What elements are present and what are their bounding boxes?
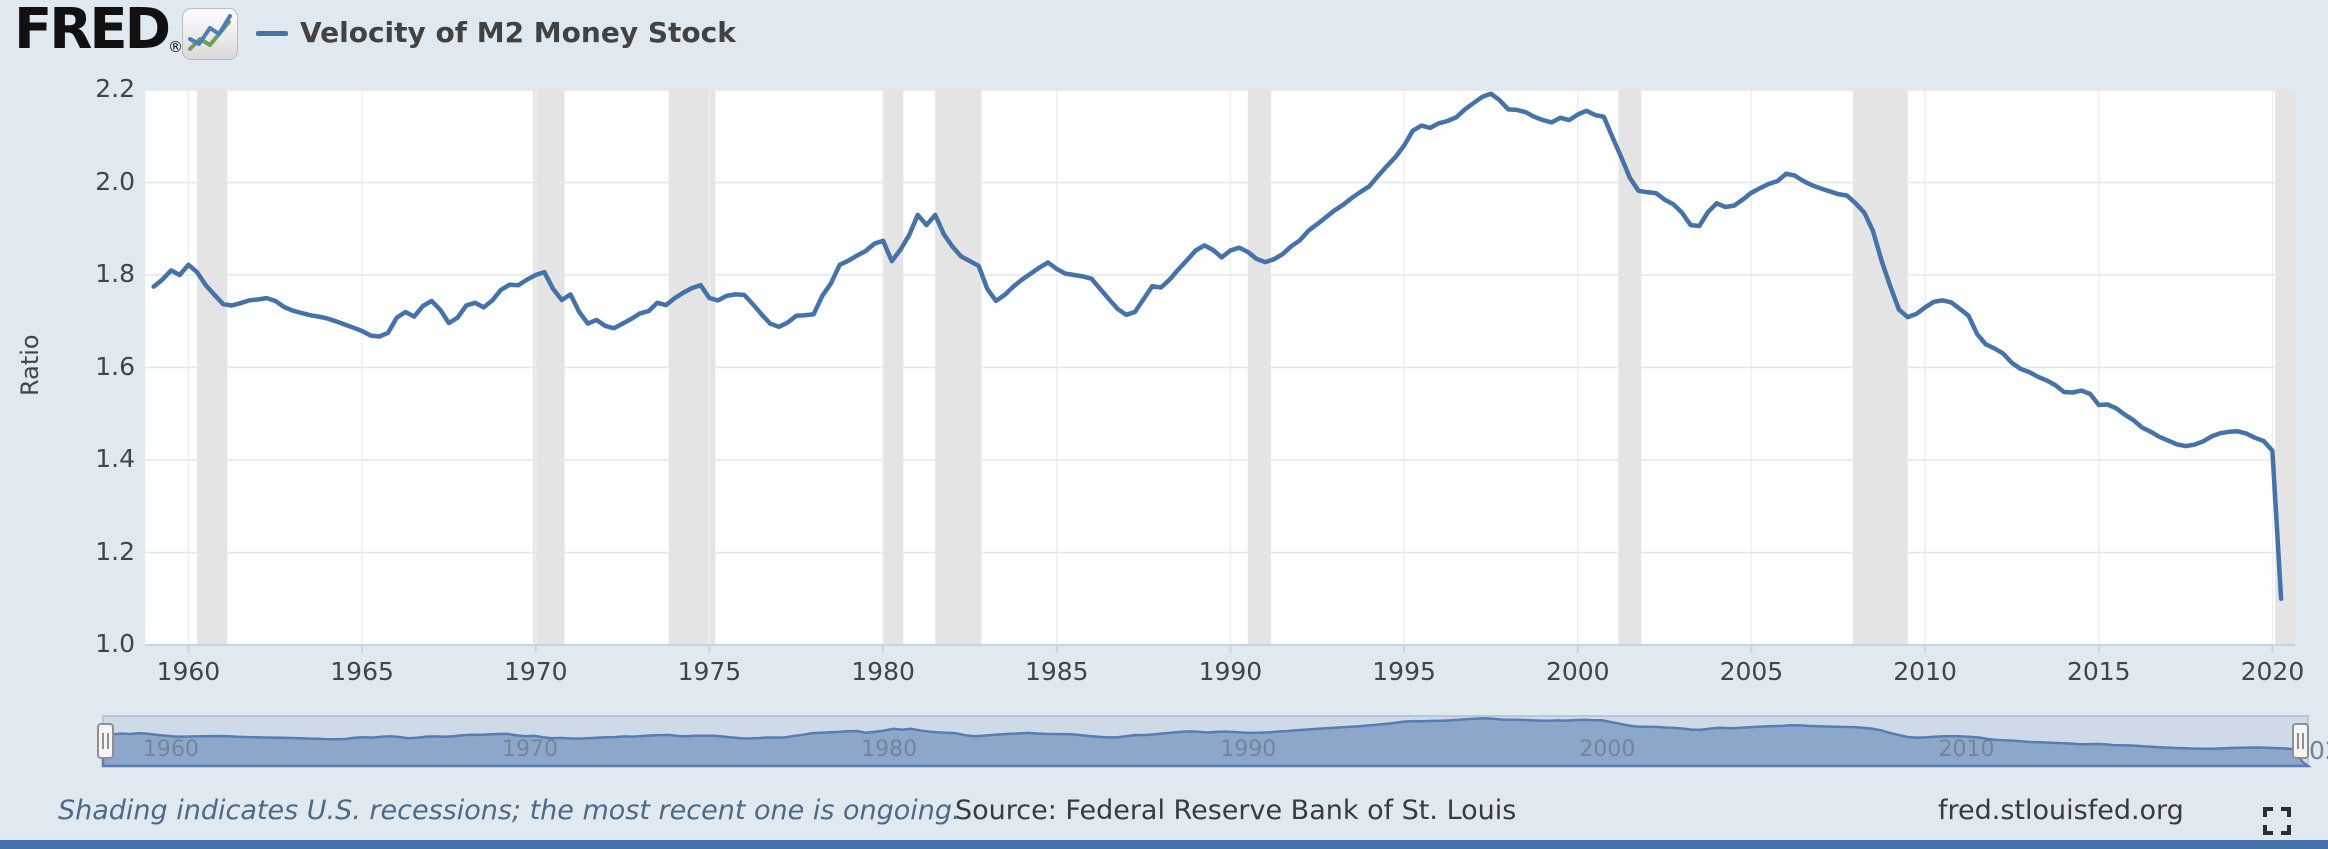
navigator-right-handle[interactable] xyxy=(2292,723,2309,759)
handle-grip xyxy=(107,733,109,749)
y-tick-label: 1.0 xyxy=(95,629,135,658)
navigator-year-label: 1970 xyxy=(502,737,559,762)
y-tick-label: 1.2 xyxy=(95,536,135,566)
navigator-year-label: 1960 xyxy=(142,737,199,762)
y-tick-label: 1.8 xyxy=(95,259,135,288)
fred-logo: FRED xyxy=(14,0,171,62)
handle-grip xyxy=(102,733,104,749)
y-axis-title: Ratio xyxy=(16,334,44,396)
y-tick-label: 1.4 xyxy=(95,444,135,473)
navigator-left-handle[interactable] xyxy=(97,723,114,759)
legend-series-label: Velocity of M2 Money Stock xyxy=(300,16,736,49)
navigator-year-label: 2010 xyxy=(1938,737,1995,762)
x-tick-label: 1975 xyxy=(677,657,742,686)
x-tick-label: 1980 xyxy=(851,657,915,686)
x-tick-label: 1990 xyxy=(1198,657,1263,686)
x-tick-label: 1965 xyxy=(330,657,394,686)
navigator-year-label: 2000 xyxy=(1579,737,1636,762)
navigator-year-label: 1990 xyxy=(1220,737,1277,762)
x-tick-label: 2020 xyxy=(2240,657,2305,686)
handle-grip xyxy=(2302,733,2304,749)
x-tick-label: 1995 xyxy=(1372,657,1436,686)
navigator-year-label: 1980 xyxy=(861,737,918,762)
y-tick-label: 1.6 xyxy=(95,351,135,381)
registered-trademark: ® xyxy=(168,38,183,56)
legend-line-marker xyxy=(256,31,288,36)
x-tick-label: 2000 xyxy=(1545,657,1610,686)
sparkline-blue xyxy=(188,14,232,46)
bottom-accent-bar xyxy=(0,840,2328,849)
series-line-m2-velocity xyxy=(151,91,2284,602)
x-tick-label: 2005 xyxy=(1719,657,1784,686)
fullscreen-expand-icon[interactable] xyxy=(2262,806,2292,840)
x-tick-label: 1985 xyxy=(1024,657,1089,686)
x-tick-label: 2015 xyxy=(2066,657,2131,686)
navigator-clipped-year-label: 02 xyxy=(2309,736,2328,765)
x-tick-label: 1970 xyxy=(503,657,568,686)
handle-grip xyxy=(2297,733,2299,749)
fred-logo-sparkline-icon xyxy=(182,8,238,60)
x-tick-label: 1960 xyxy=(156,657,221,686)
recession-shading-note: Shading indicates U.S. recessions; the m… xyxy=(58,795,961,826)
x-tick-label: 2010 xyxy=(1893,657,1957,686)
navigator-area-series xyxy=(101,717,2312,768)
y-tick-label: 2.2 xyxy=(95,74,135,103)
y-tick-label: 2.0 xyxy=(95,166,135,196)
source-attribution: Source: Federal Reserve Bank of St. Loui… xyxy=(955,795,1517,826)
site-link[interactable]: fred.stlouisfed.org xyxy=(1938,795,2184,826)
